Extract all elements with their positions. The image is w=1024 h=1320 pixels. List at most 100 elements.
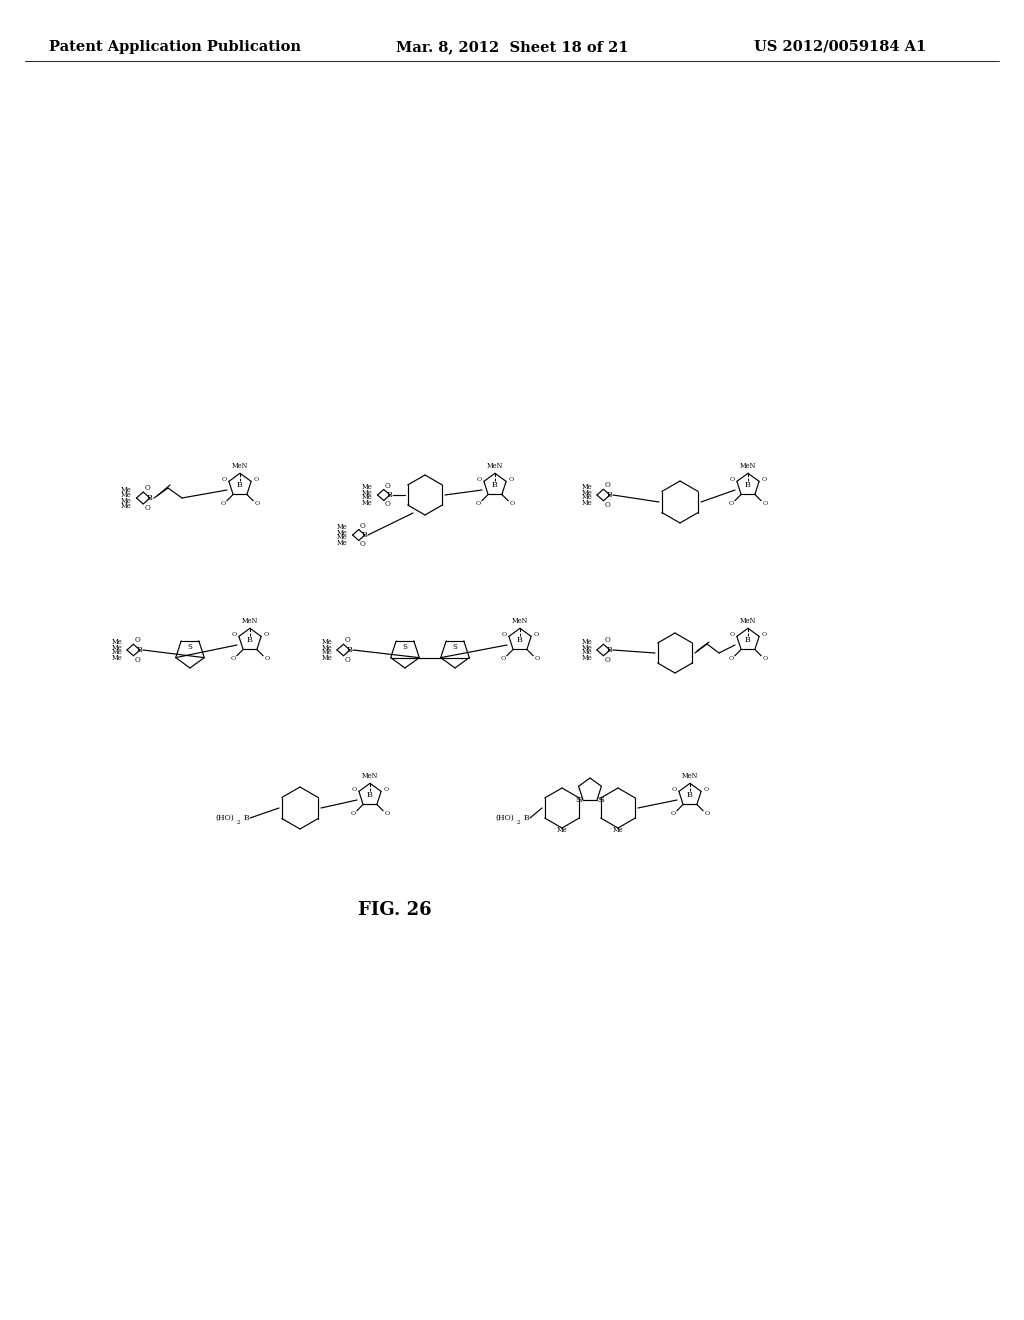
Text: MeN: MeN: [740, 462, 756, 470]
Text: Me: Me: [121, 486, 131, 494]
Text: MeN: MeN: [682, 772, 698, 780]
Text: O: O: [344, 656, 350, 664]
Text: O: O: [359, 540, 366, 549]
Text: O: O: [729, 477, 734, 482]
Text: Me: Me: [362, 488, 373, 496]
Text: O: O: [350, 812, 355, 816]
Text: O: O: [475, 502, 480, 507]
Text: Me: Me: [121, 491, 131, 499]
Text: B: B: [137, 645, 143, 653]
Text: S: S: [575, 796, 581, 804]
Text: B: B: [493, 480, 498, 488]
Text: O: O: [263, 632, 268, 636]
Text: O: O: [763, 656, 768, 661]
Text: O: O: [264, 656, 269, 661]
Text: O: O: [144, 484, 151, 492]
Text: O: O: [385, 812, 390, 816]
Text: O: O: [672, 787, 677, 792]
Text: (HO): (HO): [495, 814, 514, 822]
Text: Me: Me: [582, 644, 592, 652]
Text: MeN: MeN: [361, 772, 378, 780]
Text: Me: Me: [582, 648, 592, 656]
Text: O: O: [385, 500, 390, 508]
Text: O: O: [728, 656, 733, 661]
Text: O: O: [729, 632, 734, 636]
Text: O: O: [134, 656, 140, 664]
Text: MeN: MeN: [242, 616, 258, 626]
Text: O: O: [134, 636, 140, 644]
Text: S: S: [578, 796, 583, 804]
Text: B: B: [745, 636, 751, 644]
Text: O: O: [255, 502, 260, 507]
Text: Me: Me: [582, 483, 592, 491]
Text: O: O: [502, 632, 507, 636]
Text: S: S: [402, 643, 408, 651]
Text: O: O: [534, 632, 539, 636]
Text: FIG. 26: FIG. 26: [358, 902, 432, 919]
Text: Me: Me: [121, 503, 131, 511]
Text: Me: Me: [337, 539, 348, 546]
Text: MeN: MeN: [512, 616, 528, 626]
Text: O: O: [604, 500, 610, 508]
Text: Me: Me: [362, 483, 373, 491]
Text: O: O: [254, 477, 259, 482]
Text: B: B: [247, 636, 253, 644]
Text: O: O: [671, 812, 676, 816]
Text: O: O: [763, 502, 768, 507]
Text: Me: Me: [582, 655, 592, 663]
Text: B: B: [244, 814, 250, 822]
Text: 2: 2: [517, 820, 520, 825]
Text: Me: Me: [582, 494, 592, 502]
Text: Me: Me: [112, 644, 122, 652]
Text: O: O: [476, 477, 481, 482]
Text: O: O: [604, 482, 610, 490]
Text: O: O: [728, 502, 733, 507]
Text: O: O: [220, 502, 225, 507]
Text: 2: 2: [237, 820, 241, 825]
Text: S: S: [187, 643, 193, 651]
Text: O: O: [359, 521, 366, 529]
Text: Me: Me: [112, 655, 122, 663]
Text: B: B: [387, 491, 393, 499]
Text: O: O: [351, 787, 356, 792]
Text: Me: Me: [362, 499, 373, 507]
Text: O: O: [385, 482, 390, 490]
Text: S: S: [453, 643, 458, 651]
Text: Me: Me: [322, 644, 332, 652]
Text: B: B: [362, 531, 368, 539]
Text: B: B: [607, 645, 613, 653]
Text: O: O: [705, 812, 710, 816]
Text: B: B: [607, 491, 613, 499]
Text: (HO): (HO): [215, 814, 233, 822]
Text: MeN: MeN: [231, 462, 248, 470]
Text: O: O: [703, 787, 709, 792]
Text: Me: Me: [337, 533, 348, 541]
Text: B: B: [687, 791, 693, 799]
Text: O: O: [144, 504, 151, 512]
Text: MeN: MeN: [486, 462, 503, 470]
Text: Me: Me: [582, 488, 592, 496]
Text: B: B: [238, 480, 243, 488]
Text: O: O: [762, 632, 767, 636]
Text: Me: Me: [337, 528, 348, 537]
Text: Me: Me: [322, 648, 332, 656]
Text: Me: Me: [612, 826, 624, 834]
Text: Me: Me: [322, 638, 332, 645]
Text: B: B: [347, 645, 353, 653]
Text: Me: Me: [582, 499, 592, 507]
Text: O: O: [221, 477, 226, 482]
Text: MeN: MeN: [740, 616, 756, 626]
Text: O: O: [604, 636, 610, 644]
Text: Me: Me: [322, 655, 332, 663]
Text: Me: Me: [112, 638, 122, 645]
Text: Me: Me: [112, 648, 122, 656]
Text: B: B: [524, 814, 529, 822]
Text: O: O: [501, 656, 506, 661]
Text: B: B: [147, 494, 153, 502]
Text: Me: Me: [582, 638, 592, 645]
Text: Me: Me: [121, 496, 131, 504]
Text: O: O: [509, 477, 514, 482]
Text: O: O: [535, 656, 540, 661]
Text: US 2012/0059184 A1: US 2012/0059184 A1: [754, 40, 926, 54]
Text: B: B: [745, 480, 751, 488]
